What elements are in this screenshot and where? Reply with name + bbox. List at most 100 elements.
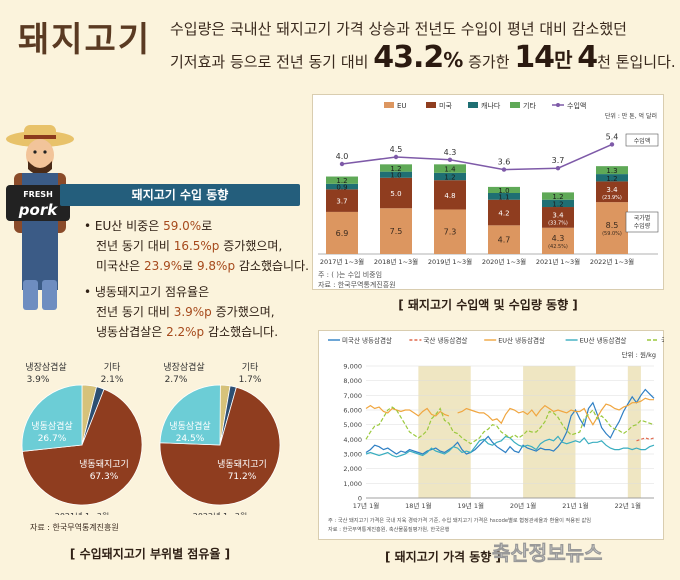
bar-value-label: 1.2 bbox=[552, 200, 563, 208]
pie-chart-caption: [ 수입돼지고기 부위별 점유율 ] bbox=[69, 547, 231, 561]
shaded-period bbox=[627, 366, 641, 498]
bar-segment bbox=[326, 176, 358, 184]
pie-label-name: 냉동돼지고기 bbox=[217, 459, 267, 470]
bar-value-label: 7.3 bbox=[444, 228, 457, 237]
legend-label: 캐나다 bbox=[481, 101, 501, 110]
price-series-line bbox=[365, 406, 655, 445]
pie-label-value: 2.1% bbox=[101, 375, 124, 385]
bar-value-label: 1.1 bbox=[498, 193, 509, 201]
pie-label-value: 26.7% bbox=[38, 434, 67, 444]
bar-segment bbox=[434, 209, 466, 254]
y-tick-label: 5,000 bbox=[343, 421, 362, 429]
legend-swatch bbox=[426, 102, 436, 108]
pie-label-value: 24.5% bbox=[176, 434, 205, 444]
amount-point bbox=[393, 154, 399, 160]
x-tick-label: 18년 1월 bbox=[405, 501, 431, 510]
legend-swatch bbox=[384, 102, 394, 108]
bar-share-label: (42.5%) bbox=[548, 244, 568, 250]
bar-value-label: 1.4 bbox=[444, 166, 456, 174]
tag-amount-label: 수입액 bbox=[634, 137, 651, 145]
bar-value-label: 7.5 bbox=[390, 227, 403, 236]
bar-segment bbox=[326, 183, 358, 190]
y-tick-label: 3,000 bbox=[343, 451, 362, 459]
bar-segment bbox=[380, 177, 412, 209]
x-tick-label: 22년 1월 bbox=[615, 501, 641, 510]
bar-value-label: 0.9 bbox=[336, 184, 347, 192]
bar-unit-label: 단위 : 만 톤, 억 달러 bbox=[605, 112, 657, 120]
bar-value-label: 4.3 bbox=[552, 234, 565, 243]
pie-label-value: 3.9% bbox=[27, 375, 50, 385]
headline-line2: 기저효과 등으로 전년 동기 대비 43.2% 증가한 14만 4천 톤입니다. bbox=[170, 40, 676, 75]
line-legend-label: EU산 냉동삼겹살 bbox=[580, 336, 627, 345]
bar-segment bbox=[488, 225, 520, 254]
line-chart-panel bbox=[318, 330, 664, 540]
line-legend-label: 국산 돼지고기 bbox=[661, 336, 664, 345]
bar-value-label: 3.7 bbox=[336, 198, 347, 206]
bar-segment bbox=[380, 164, 412, 172]
price-line-chart: 0 1,000 2,000 3,000 4,000 5,000 6,000 7,000 8,00… bbox=[328, 336, 664, 533]
bar-segment bbox=[380, 171, 412, 178]
pie-label-name: 기타 bbox=[242, 362, 259, 373]
bar-value-label: 4.7 bbox=[498, 236, 511, 245]
bar-segment bbox=[434, 172, 466, 181]
bullet1-line1: • EU산 비중은 59.0%로 bbox=[84, 219, 213, 233]
trend-heading: 돼지고기 수입 동향 bbox=[60, 184, 300, 206]
bar-value-label: 3.4 bbox=[606, 186, 618, 194]
pie-period-label: 2022년 1~3월 bbox=[193, 511, 248, 515]
bullet2-line3: 냉동삼겹살은 2.2%p 감소했습니다. bbox=[96, 325, 279, 339]
pie-slice bbox=[21, 388, 143, 506]
price-series-line bbox=[365, 397, 654, 426]
legend-line-dot bbox=[556, 103, 560, 107]
bullet2-line1: • 냉동돼지고기 점유율은 bbox=[84, 285, 210, 299]
legend-label: 수입액 bbox=[567, 102, 586, 110]
pie-label-name: 기타 bbox=[104, 362, 121, 373]
amount-point bbox=[609, 142, 615, 147]
bar-value-label: 8.5 bbox=[606, 221, 619, 230]
tag-share-label: 수입량 bbox=[634, 222, 651, 230]
trend-bullets: • EU산 비중은 59.0%로 전년 동기 대비 16.5%p 증가했으며, … bbox=[84, 216, 314, 342]
bar-segment bbox=[488, 186, 520, 193]
bar-value-label: 1.2 bbox=[606, 175, 617, 183]
sign-main-text: pork bbox=[18, 201, 58, 219]
line-source: 자료 : 한국무역통계진흥원, 축산물품질평가원, 한국은행 bbox=[328, 525, 450, 533]
y-tick-label: 7,000 bbox=[343, 392, 362, 400]
sign-top-text: FRESH bbox=[23, 190, 53, 199]
headline-number-2: 4 bbox=[577, 40, 598, 75]
amount-line bbox=[341, 143, 613, 171]
bar-value-label: 1.0 bbox=[498, 187, 509, 195]
y-tick-label: 4,000 bbox=[343, 436, 362, 444]
headline-line1: 수입량은 국내산 돼지고기 가격 상승과 전년도 수입이 평년 대비 감소했던 bbox=[170, 20, 627, 38]
bar-segment bbox=[542, 192, 574, 200]
farmer-mascot-illustration: FRESH pork bbox=[6, 125, 74, 310]
bar-value-label: 1.2 bbox=[336, 177, 347, 185]
bar-value-label: 1.3 bbox=[606, 167, 617, 175]
line-legend-label: 국산 냉동삼겹살 bbox=[423, 336, 467, 345]
bar-segment bbox=[596, 181, 628, 203]
amount-value-label: 4.5 bbox=[390, 145, 403, 154]
bullet1-line3: 미국산은 23.9%로 9.8%p 감소했습니다. bbox=[96, 259, 309, 273]
page-title: 돼지고기 bbox=[18, 20, 152, 60]
pie-label-name: 냉장삼겹살 bbox=[25, 361, 66, 373]
headline-number-1: 14 bbox=[514, 40, 555, 75]
bar-segment bbox=[596, 166, 628, 175]
price-series-line bbox=[636, 437, 655, 442]
x-tick-label: 19년 1월 bbox=[458, 501, 484, 510]
bar-segment bbox=[326, 189, 358, 212]
y-tick-label: 2,000 bbox=[343, 465, 362, 473]
pie-period-label: 2021년 1~3월 bbox=[55, 511, 110, 515]
bar-share-label: (23.9%) bbox=[602, 195, 622, 201]
pie-label-name: 냉장삼겹살 bbox=[163, 361, 204, 373]
legend-label: 기타 bbox=[523, 101, 536, 110]
y-tick-label: 8,000 bbox=[343, 377, 362, 385]
pie-label-name: 냉동돼지고기 bbox=[79, 459, 129, 470]
headline-percent: 43.2 bbox=[373, 40, 444, 75]
bar-segment bbox=[434, 164, 466, 173]
price-series-line bbox=[365, 388, 655, 455]
bar-value-label: 1.2 bbox=[390, 165, 401, 173]
bar-source: 자료 : 한국무역통계진흥원 bbox=[318, 281, 396, 289]
pie-charts: 냉동돼지고기 67.3% 냉동삼겹살 26.7% 냉장삼겹살 3.9% 기타 2.1% 2021… bbox=[21, 361, 281, 515]
y-tick-label: 0 bbox=[358, 495, 362, 503]
legend-swatch bbox=[510, 102, 520, 108]
bar-category-label: 2022년 1~3월 bbox=[590, 257, 634, 266]
